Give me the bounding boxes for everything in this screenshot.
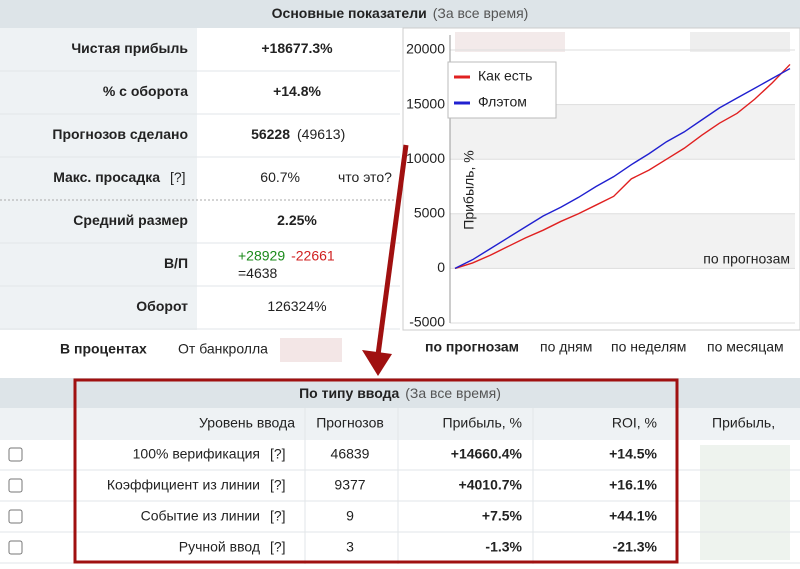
row-label: В/П bbox=[164, 255, 188, 271]
blurred-option bbox=[280, 338, 342, 362]
checkbox[interactable] bbox=[8, 478, 23, 493]
period: (За все время) bbox=[433, 5, 529, 21]
row-value: 56228 bbox=[251, 126, 290, 142]
title: По типу ввода bbox=[299, 385, 399, 401]
profit: +14660.4% bbox=[451, 446, 523, 462]
column-header-bar bbox=[0, 408, 800, 440]
wins-losses: +28929 -22661 bbox=[238, 247, 335, 263]
roi: -21.3% bbox=[613, 539, 658, 555]
blurred-tab bbox=[455, 32, 565, 52]
highlight-frame bbox=[73, 378, 679, 564]
row-label: Оборот bbox=[136, 298, 188, 314]
row-value: 60.7% bbox=[260, 169, 300, 185]
blurred-column bbox=[700, 445, 790, 560]
count: 46839 bbox=[331, 446, 370, 462]
x-axis-label: по прогнозам bbox=[703, 251, 790, 267]
line-series bbox=[454, 63, 791, 270]
chart-tab[interactable]: по прогнозам bbox=[425, 339, 519, 355]
row-label: Чистая прибыль bbox=[71, 40, 188, 56]
checkbox[interactable] bbox=[8, 509, 23, 524]
arrowhead bbox=[362, 350, 392, 376]
percent-option[interactable]: От банкролла bbox=[178, 341, 268, 357]
column-header: Прибыль, % bbox=[443, 415, 522, 431]
column-header: Прогнозов bbox=[316, 415, 384, 431]
row-value: +14.8% bbox=[273, 83, 321, 99]
checkbox[interactable] bbox=[8, 540, 23, 555]
help-link[interactable]: [?] bbox=[170, 169, 186, 185]
section-title: Основные показатели (За все время) bbox=[272, 5, 529, 21]
count: 3 bbox=[346, 539, 354, 555]
y-tick-label: 15000 bbox=[406, 95, 445, 111]
help-link[interactable]: [?] bbox=[270, 508, 286, 524]
row-value: 2.25% bbox=[277, 212, 317, 228]
row-label: Макс. просадка bbox=[53, 169, 160, 185]
help-link[interactable]: [?] bbox=[270, 539, 286, 555]
row-label: Коэффициент из линии bbox=[107, 477, 260, 493]
y-tick-label: 0 bbox=[437, 259, 445, 275]
legend bbox=[447, 61, 557, 119]
checkbox[interactable] bbox=[8, 447, 23, 462]
profit: -1.3% bbox=[485, 539, 522, 555]
column-header: Уровень ввода bbox=[199, 415, 295, 431]
y-tick-label: -5000 bbox=[409, 314, 445, 330]
table-header-bar bbox=[0, 378, 800, 408]
row-label: Средний размер bbox=[73, 212, 188, 228]
y-tick-label: 10000 bbox=[406, 150, 445, 166]
row-label: Ручной ввод bbox=[179, 539, 260, 555]
title: Основные показатели bbox=[272, 5, 427, 21]
period: (За все время) bbox=[405, 385, 501, 401]
legend-label: Как есть bbox=[478, 68, 532, 84]
row-value: +18677.3% bbox=[261, 40, 333, 56]
percent-label: В процентах bbox=[60, 341, 147, 357]
row-label: % с оборота bbox=[103, 83, 188, 99]
arrow bbox=[375, 144, 409, 356]
y-axis-label: Прибыль, % bbox=[461, 150, 477, 229]
profit: +4010.7% bbox=[459, 477, 523, 493]
chart-tab[interactable]: по дням bbox=[540, 339, 592, 355]
label-column bbox=[0, 28, 197, 330]
roi: +14.5% bbox=[609, 446, 657, 462]
roi: +44.1% bbox=[609, 508, 657, 524]
wins: +28929 bbox=[238, 247, 285, 263]
count: 9 bbox=[346, 508, 354, 524]
row-label: Событие из линии bbox=[141, 508, 260, 524]
legend-label: Флэтом bbox=[478, 94, 527, 110]
count: 9377 bbox=[334, 477, 365, 493]
losses: -22661 bbox=[291, 247, 335, 263]
table-title: По типу ввода (За все время) bbox=[299, 385, 501, 401]
roi: +16.1% bbox=[609, 477, 657, 493]
row-extra: (49613) bbox=[297, 126, 345, 142]
row-label: 100% верификация bbox=[133, 446, 260, 462]
chart-tab[interactable]: по месяцам bbox=[707, 339, 784, 355]
chart-tab[interactable]: по неделям bbox=[611, 339, 686, 355]
line-series bbox=[454, 67, 791, 270]
column-header: ROI, % bbox=[612, 415, 657, 431]
row-value: 126324% bbox=[267, 298, 326, 314]
blurred-tab bbox=[690, 32, 790, 52]
help-link[interactable]: [?] bbox=[270, 446, 286, 462]
row-extra[interactable]: что это? bbox=[338, 169, 392, 185]
profit: +7.5% bbox=[482, 508, 523, 524]
column-header: Прибыль, bbox=[712, 415, 775, 431]
y-tick-label: 5000 bbox=[414, 205, 445, 221]
help-link[interactable]: [?] bbox=[270, 477, 286, 493]
y-tick-label: 20000 bbox=[406, 41, 445, 57]
row-label: Прогнозов сделано bbox=[52, 126, 188, 142]
header-bar bbox=[0, 0, 800, 28]
band bbox=[450, 213, 795, 269]
total: =4638 bbox=[238, 265, 278, 281]
